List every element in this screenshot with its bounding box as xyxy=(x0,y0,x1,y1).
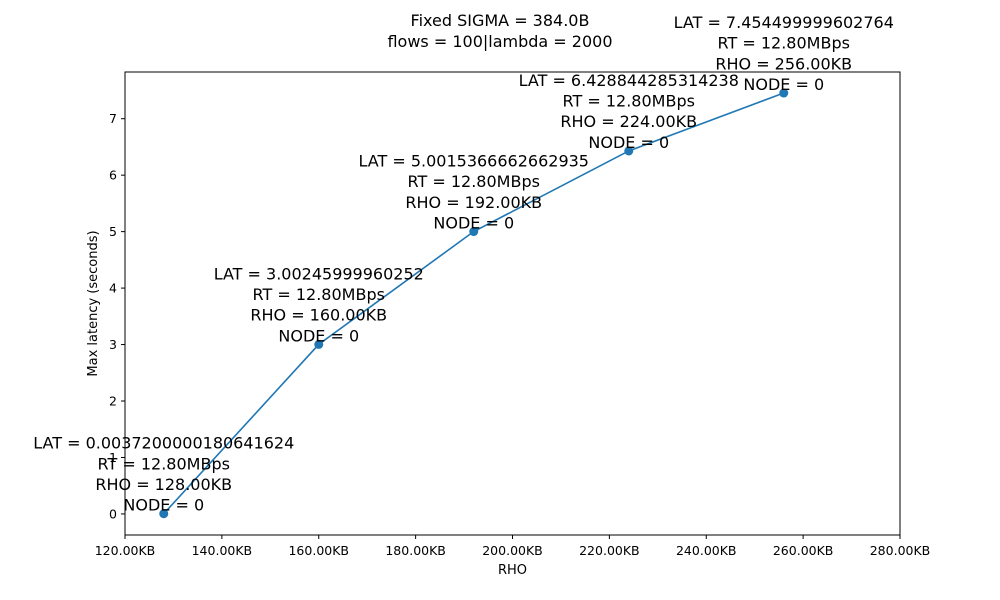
point-annotation-line: RHO = 192.00KB xyxy=(405,193,542,212)
x-tick-label: 120.00KB xyxy=(95,543,156,558)
data-point xyxy=(159,509,169,519)
point-annotation-line: RT = 12.80MBps xyxy=(98,454,230,473)
x-axis-label: RHO xyxy=(498,563,527,578)
point-annotation-line: NODE = 0 xyxy=(433,214,514,233)
data-point xyxy=(469,227,479,237)
x-tick-label: 140.00KB xyxy=(192,543,253,558)
data-point xyxy=(314,339,324,349)
y-axis: 0 1 2 3 4 5 6 7 xyxy=(109,111,125,521)
point-annotation-line: NODE = 0 xyxy=(278,326,359,345)
chart-title-line: flows = 100|lambda = 2000 xyxy=(387,32,612,51)
chart-title: Fixed SIGMA = 384.0B flows = 100|lambda =… xyxy=(387,11,612,51)
y-tick-label: 5 xyxy=(109,224,117,239)
point-annotation-line: RT = 12.80MBps xyxy=(718,34,850,53)
point-annotation-line: LAT = 7.454499999602764 xyxy=(674,13,894,32)
x-tick-label: 240.00KB xyxy=(676,543,737,558)
point-annotation-line: RT = 12.80MBps xyxy=(563,92,695,111)
point-annotation-line: NODE = 0 xyxy=(743,75,824,94)
data-points xyxy=(159,88,789,519)
data-point xyxy=(624,146,634,156)
chart-title-line: Fixed SIGMA = 384.0B xyxy=(411,11,590,30)
x-tick-label: 280.00KB xyxy=(870,543,931,558)
x-tick-label: 260.00KB xyxy=(773,543,834,558)
point-annotation-line: RHO = 160.00KB xyxy=(250,306,387,325)
y-tick-label: 7 xyxy=(109,111,117,126)
y-tick-label: 0 xyxy=(109,506,117,521)
point-annotation-line: NODE = 0 xyxy=(588,133,669,152)
x-tick-label: 220.00KB xyxy=(579,543,640,558)
point-annotation-line: LAT = 6.428844285314238 xyxy=(519,71,739,90)
point-annotation-line: LAT = 3.00245999960252 xyxy=(214,264,424,283)
y-tick-label: 6 xyxy=(109,168,117,183)
y-tick-label: 3 xyxy=(109,337,117,352)
y-tick-label: 2 xyxy=(109,394,117,409)
y-tick-label: 4 xyxy=(109,281,117,296)
x-tick-label: 160.00KB xyxy=(288,543,349,558)
y-tick-label: 1 xyxy=(109,450,117,465)
point-annotation-line: LAT = 5.0015366662662935 xyxy=(359,151,589,170)
point-annotation-line: NODE = 0 xyxy=(123,496,204,515)
y-axis-label: Max latency (seconds) xyxy=(86,230,101,376)
data-point xyxy=(779,88,789,98)
point-annotation-line: RHO = 128.00KB xyxy=(95,475,232,494)
x-axis: 120.00KB 140.00KB 160.00KB 180.00KB 200.00KB… xyxy=(95,535,931,558)
point-annotation-line: RT = 12.80MBps xyxy=(253,285,385,304)
point-annotation-line: RHO = 256.00KB xyxy=(715,54,852,73)
x-tick-label: 180.00KB xyxy=(385,543,446,558)
point-annotation-line: LAT = 0.0037200000180641624 xyxy=(33,434,294,453)
point-annotation-line: RHO = 224.00KB xyxy=(560,112,697,131)
plot-frame xyxy=(124,71,901,536)
x-tick-label: 200.00KB xyxy=(482,543,543,558)
point-annotation-line: RT = 12.80MBps xyxy=(408,172,540,191)
